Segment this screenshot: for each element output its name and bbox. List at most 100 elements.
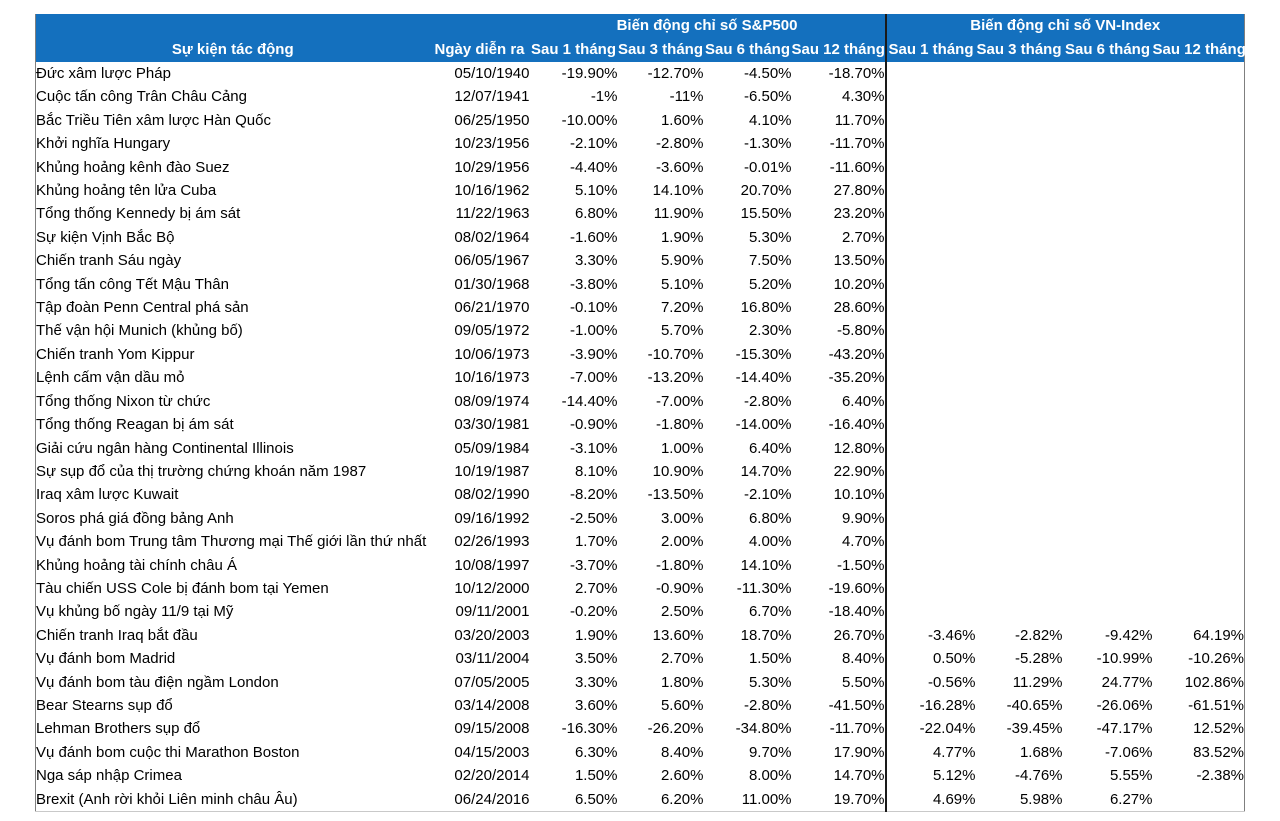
table-row: Tổng thống Reagan bị ám sát 03/30/1981 -0.… [35, 413, 1245, 437]
table-row: Sự kiện Vịnh Bắc Bộ 08/02/1964 -1.60% 1.90%… [35, 225, 1245, 250]
value-cell: 14.10% [617, 179, 704, 203]
value-cell: 4.00% [703, 530, 792, 554]
value-cell [1062, 576, 1153, 601]
table-body: Đức xâm lược Pháp 05/10/1940 -19.90% -12.70… [35, 62, 1245, 812]
value-cell: -18.70% [791, 62, 886, 86]
value-cell: 6.30% [529, 740, 618, 765]
value-cell [975, 389, 1063, 414]
column-header-row: Sự kiện tác động Ngày diễn ra Sau 1 thán… [35, 38, 1246, 62]
value-cell: 83.52% [1152, 740, 1245, 765]
value-cell [975, 319, 1063, 343]
group-header-sp500: Biến động chỉ số S&P500 [529, 14, 886, 38]
date-cell: 06/05/1967 [429, 249, 530, 273]
value-cell: 0.50% [884, 647, 976, 671]
event-cell: Vụ đánh bom tàu điện ngầm London [35, 670, 430, 694]
value-cell [884, 319, 976, 343]
value-cell: 14.70% [703, 459, 792, 484]
date-cell: 10/23/1956 [429, 132, 530, 156]
value-cell [884, 483, 976, 507]
value-cell [1152, 132, 1245, 156]
value-cell [1152, 85, 1245, 109]
value-cell: 28.60% [791, 296, 886, 320]
col-header-sp500-6m: Sau 6 tháng [703, 38, 792, 62]
event-cell: Brexit (Anh rời khỏi Liên minh châu Âu) [35, 787, 430, 812]
value-cell [975, 225, 1063, 250]
value-cell: -13.50% [617, 483, 704, 507]
value-cell: -11.60% [791, 155, 886, 180]
col-header-sp500-3m: Sau 3 tháng [617, 38, 704, 62]
date-cell: 08/09/1974 [429, 389, 530, 414]
value-cell: 23.20% [791, 202, 886, 226]
value-cell: -4.76% [975, 764, 1063, 788]
value-cell: -10.70% [617, 342, 704, 367]
event-cell: Tàu chiến USS Cole bị đánh bom tại Yemen [35, 576, 430, 601]
value-cell: -3.46% [884, 623, 976, 648]
value-cell: 1.70% [529, 530, 618, 554]
table-row: Sự sụp đổ của thị trường chứng khoán năm… [35, 459, 1245, 484]
table-row: Giải cứu ngân hàng Continental Illinois 0… [35, 436, 1245, 460]
value-cell [1062, 108, 1153, 133]
value-cell: 5.20% [703, 272, 792, 297]
event-cell: Cuộc tấn công Trân Châu Cảng [35, 85, 430, 109]
value-cell [1152, 342, 1245, 367]
value-cell [975, 296, 1063, 320]
value-cell [884, 62, 976, 86]
date-cell: 10/06/1973 [429, 342, 530, 367]
value-cell [975, 179, 1063, 203]
value-cell: -3.70% [529, 553, 618, 577]
value-cell [1152, 576, 1245, 601]
date-cell: 10/19/1987 [429, 459, 530, 484]
event-cell: Chiến tranh Iraq bắt đầu [35, 623, 430, 648]
value-cell [1152, 179, 1245, 203]
value-cell [1152, 600, 1245, 624]
table-row: Lệnh cấm vận dầu mỏ 10/16/1973 -7.00% -13.2… [35, 366, 1245, 390]
value-cell: 3.00% [617, 506, 704, 531]
value-cell: -18.40% [791, 600, 886, 624]
value-cell [884, 553, 976, 577]
value-cell [884, 600, 976, 624]
table-row: Cuộc tấn công Trân Châu Cảng 12/07/1941 -1… [35, 85, 1245, 109]
date-cell: 03/20/2003 [429, 623, 530, 648]
value-cell [884, 155, 976, 180]
date-cell: 09/11/2001 [429, 600, 530, 624]
value-cell: -11% [617, 85, 704, 109]
value-cell: -2.80% [617, 132, 704, 156]
events-impact-table: Biến động chỉ số S&P500 Biến động chỉ số… [35, 14, 1246, 812]
value-cell: 3.30% [529, 670, 618, 694]
value-cell: 6.70% [703, 600, 792, 624]
value-cell: -7.06% [1062, 740, 1153, 765]
event-cell: Tổng thống Reagan bị ám sát [35, 413, 430, 437]
value-cell [975, 202, 1063, 226]
table-row: Thế vận hội Munich (khủng bố) 09/05/1972-… [35, 319, 1245, 343]
value-cell: 24.77% [1062, 670, 1153, 694]
table-row: Tàu chiến USS Cole bị đánh bom tại Yemen… [35, 576, 1245, 601]
value-cell: 6.80% [703, 506, 792, 531]
value-cell [1152, 62, 1245, 86]
value-cell [1062, 85, 1153, 109]
col-header-event: Sự kiện tác động [35, 38, 430, 62]
value-cell [1062, 436, 1153, 460]
value-cell: 5.90% [617, 249, 704, 273]
value-cell: 4.10% [703, 108, 792, 133]
value-cell: -11.70% [791, 717, 886, 741]
value-cell: 5.12% [884, 764, 976, 788]
value-cell [1152, 249, 1245, 273]
value-cell: 5.98% [975, 787, 1063, 812]
value-cell: 3.50% [529, 647, 618, 671]
value-cell [884, 202, 976, 226]
value-cell [884, 530, 976, 554]
value-cell [1062, 530, 1153, 554]
value-cell: -14.40% [703, 366, 792, 390]
value-cell [1152, 108, 1245, 133]
date-cell: 06/25/1950 [429, 108, 530, 133]
value-cell: -3.60% [617, 155, 704, 180]
value-cell: -2.50% [529, 506, 618, 531]
value-cell: 10.20% [791, 272, 886, 297]
value-cell: 1.80% [617, 670, 704, 694]
value-cell [884, 436, 976, 460]
value-cell: -0.10% [529, 296, 618, 320]
date-cell: 05/09/1984 [429, 436, 530, 460]
value-cell [1062, 459, 1153, 484]
event-cell: Thế vận hội Munich (khủng bố) [35, 319, 430, 343]
value-cell: 2.60% [617, 764, 704, 788]
